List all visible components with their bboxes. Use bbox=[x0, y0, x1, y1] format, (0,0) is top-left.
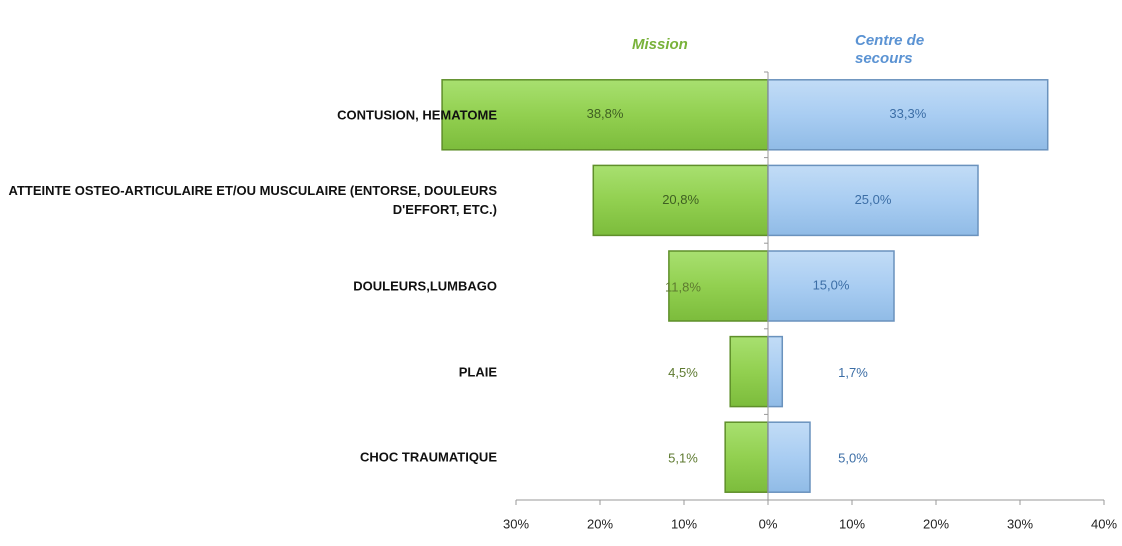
category-label: ATTEINTE OSTEO-ARTICULAIRE ET/OU MUSCULA… bbox=[8, 183, 497, 218]
bar bbox=[729, 335, 769, 408]
category-label: DOULEURS,LUMBAGO bbox=[353, 278, 497, 294]
x-tick-label: 20% bbox=[587, 516, 613, 531]
data-label: 4,5% bbox=[668, 365, 698, 380]
category-label: PLAIE bbox=[458, 364, 497, 380]
data-label: 20,8% bbox=[662, 192, 699, 207]
bar bbox=[767, 421, 811, 493]
x-tick-label: 30% bbox=[1007, 516, 1033, 531]
category-label: CONTUSION, HEMATOME bbox=[337, 107, 497, 123]
data-label: 25,0% bbox=[855, 192, 892, 207]
x-tick-label: 10% bbox=[839, 516, 865, 531]
category-label: CHOC TRAUMATIQUE bbox=[360, 449, 497, 465]
bar bbox=[441, 79, 769, 151]
data-label: 11,8% bbox=[665, 279, 701, 294]
bar bbox=[668, 250, 769, 322]
data-label: 33,3% bbox=[889, 106, 926, 121]
x-tick-label: 30% bbox=[503, 516, 529, 531]
data-label: 1,7% bbox=[838, 365, 868, 380]
bar bbox=[767, 79, 1049, 151]
legend-entry: Centre de secours bbox=[855, 32, 925, 67]
data-label: 5,0% bbox=[838, 451, 868, 466]
x-tick-label: 0% bbox=[759, 516, 778, 531]
x-tick-label: 20% bbox=[923, 516, 949, 531]
legend-entry: Mission bbox=[632, 36, 688, 53]
bar bbox=[724, 421, 769, 493]
bar bbox=[767, 335, 784, 408]
data-label: 15,0% bbox=[813, 277, 850, 292]
bar bbox=[592, 164, 769, 237]
data-label: 5,1% bbox=[668, 451, 698, 466]
x-tick-label: 40% bbox=[1091, 516, 1117, 531]
data-label: 38,8% bbox=[587, 106, 624, 121]
bar bbox=[767, 164, 979, 237]
x-tick-label: 10% bbox=[671, 516, 697, 531]
